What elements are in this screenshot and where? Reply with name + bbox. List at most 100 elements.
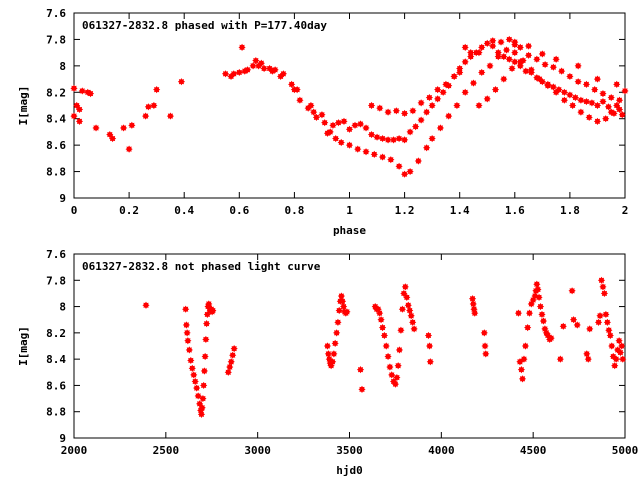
data-point xyxy=(534,285,542,294)
data-point xyxy=(407,312,415,320)
data-point xyxy=(334,119,343,127)
data-point xyxy=(560,88,568,96)
x-tick-label: 2000 xyxy=(61,444,88,457)
data-point xyxy=(481,342,489,350)
y-tick-label: 7.6 xyxy=(46,248,66,261)
data-point xyxy=(566,72,574,81)
data-point xyxy=(536,75,544,83)
chart-panel-1: 0 0.2 0.4 0.6 0.8 1 1.2 1.4 1.6 1.8 2 7.6 7.8 8 8.2 8.4… xyxy=(17,7,629,237)
data-point xyxy=(356,366,365,374)
data-point xyxy=(520,355,528,363)
x-tick-label: 1.6 xyxy=(505,204,525,217)
data-point xyxy=(500,53,508,61)
y-axis-label: I[mag] xyxy=(17,326,30,366)
data-point xyxy=(356,120,365,128)
y-tick-label: 9 xyxy=(59,192,66,205)
data-point xyxy=(384,136,392,144)
data-point xyxy=(335,306,343,315)
data-point xyxy=(203,320,211,328)
data-series xyxy=(70,35,629,178)
data-series xyxy=(142,276,627,418)
data-point xyxy=(378,153,387,161)
data-point xyxy=(600,289,609,298)
data-point xyxy=(514,309,523,317)
data-point xyxy=(569,101,577,110)
data-point xyxy=(108,134,117,143)
data-point xyxy=(505,55,513,63)
data-point xyxy=(583,350,591,358)
data-point xyxy=(166,112,175,120)
data-point xyxy=(538,310,546,319)
data-point xyxy=(406,128,414,136)
data-point xyxy=(445,112,453,120)
data-point xyxy=(594,318,603,326)
data-point xyxy=(582,80,591,88)
data-point xyxy=(230,70,238,78)
data-point xyxy=(574,62,582,70)
y-tick-label: 8.8 xyxy=(46,406,66,419)
data-point xyxy=(560,96,568,104)
data-point xyxy=(593,117,602,125)
x-tick-label: 0 xyxy=(71,204,78,217)
data-point xyxy=(370,150,378,158)
data-point xyxy=(450,72,458,81)
y-tick-label: 8.6 xyxy=(46,139,66,152)
data-point xyxy=(354,145,362,153)
data-point xyxy=(516,43,524,51)
data-point xyxy=(602,310,610,319)
data-point xyxy=(367,130,376,139)
data-point xyxy=(398,305,406,313)
data-point xyxy=(611,362,619,370)
data-point xyxy=(187,356,195,365)
data-point xyxy=(380,331,388,340)
data-point xyxy=(602,115,610,123)
data-point xyxy=(142,112,150,120)
x-tick-label: 0.8 xyxy=(284,204,304,217)
data-point xyxy=(367,101,376,110)
data-point xyxy=(511,49,519,57)
data-point xyxy=(558,67,566,75)
data-point xyxy=(596,312,604,320)
data-point xyxy=(591,86,599,94)
data-point xyxy=(397,326,405,334)
data-point xyxy=(478,68,486,77)
data-point xyxy=(516,58,524,66)
data-point xyxy=(586,325,594,333)
data-point xyxy=(619,355,627,363)
data-point xyxy=(326,128,334,136)
data-point xyxy=(197,410,206,418)
data-point xyxy=(524,42,533,50)
data-point xyxy=(312,113,321,121)
data-point xyxy=(257,59,265,67)
data-point xyxy=(386,363,394,371)
data-point xyxy=(144,103,152,111)
data-point xyxy=(403,293,411,301)
y-tick-label: 8.4 xyxy=(46,113,66,126)
data-point xyxy=(384,352,392,361)
data-point xyxy=(468,295,477,303)
data-point xyxy=(393,373,401,382)
data-point xyxy=(382,342,390,350)
data-point xyxy=(406,167,414,176)
y-tick-label: 8 xyxy=(59,301,66,314)
data-point xyxy=(544,82,552,90)
data-point xyxy=(618,342,626,350)
data-point xyxy=(404,301,412,309)
plot-frame xyxy=(73,253,626,439)
data-point xyxy=(428,134,436,143)
x-tick-label: 2 xyxy=(622,204,629,217)
data-point xyxy=(511,38,519,46)
data-point xyxy=(310,108,318,116)
y-tick-label: 7.6 xyxy=(46,7,66,20)
data-point xyxy=(288,80,296,88)
data-point xyxy=(613,101,621,110)
data-point xyxy=(406,306,414,315)
data-point xyxy=(599,90,607,98)
data-point xyxy=(461,43,469,51)
data-point xyxy=(150,101,158,110)
y-tick-label: 9 xyxy=(59,432,66,445)
data-point xyxy=(524,51,533,59)
data-point xyxy=(394,362,402,370)
data-point xyxy=(193,384,201,392)
